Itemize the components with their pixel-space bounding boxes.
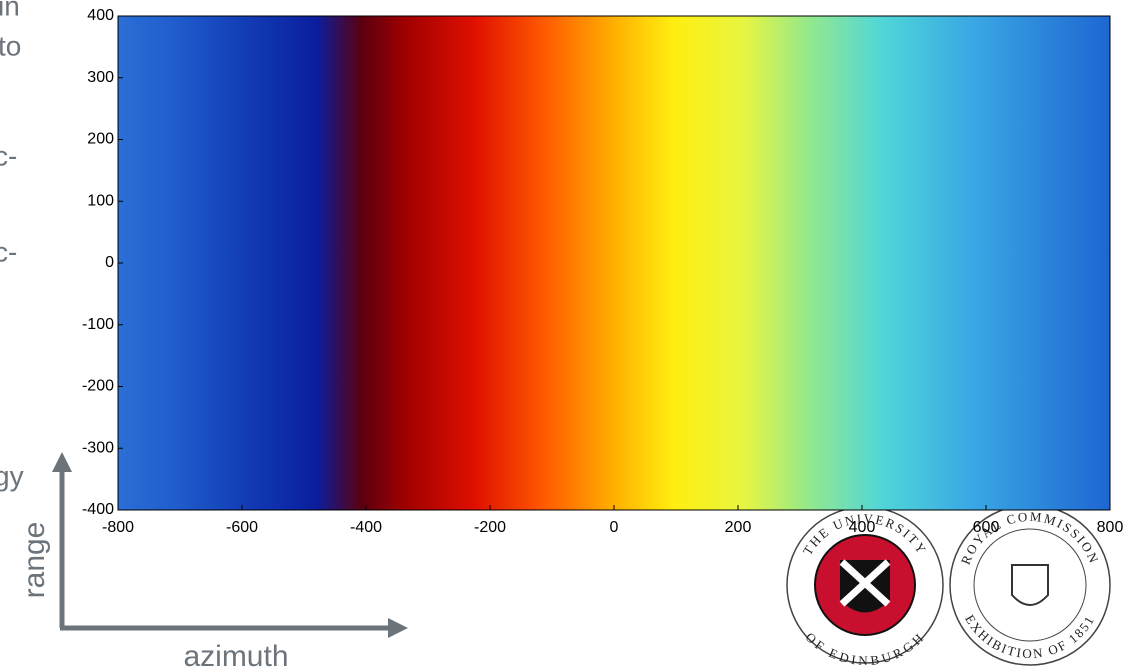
logo-ring xyxy=(973,528,1087,642)
x-tick-label: -800 xyxy=(102,519,134,536)
y-tick-label: -200 xyxy=(82,378,114,395)
x-tick-label: -600 xyxy=(226,519,258,536)
x-tick-label: 0 xyxy=(610,519,619,536)
y-tick-label: 300 xyxy=(87,69,114,86)
heatmap-field xyxy=(118,16,1110,510)
x-tick-label: 400 xyxy=(849,519,876,536)
azimuth-label: azimuth xyxy=(183,640,288,672)
text-fragment: in xyxy=(0,0,20,21)
x-tick-label: 200 xyxy=(725,519,752,536)
text-fragment: to xyxy=(0,30,21,61)
y-tick-label: 200 xyxy=(87,131,114,148)
x-tick-label: -200 xyxy=(474,519,506,536)
y-tick-label: -400 xyxy=(82,501,114,518)
y-tick-label: 0 xyxy=(105,254,114,271)
y-tick-label: -100 xyxy=(82,316,114,333)
range-label: range xyxy=(18,522,51,599)
text-fragment: c- xyxy=(0,236,17,267)
x-tick-label: 600 xyxy=(973,519,1000,536)
text-fragment: gy xyxy=(0,460,24,491)
x-tick-label: 800 xyxy=(1097,519,1124,536)
x-tick-label: -400 xyxy=(350,519,382,536)
y-tick-label: 100 xyxy=(87,192,114,209)
logo-crest xyxy=(1011,564,1049,606)
y-tick-label: 400 xyxy=(87,7,114,24)
logo-saltire xyxy=(839,559,891,607)
y-tick-label: -300 xyxy=(82,439,114,456)
text-fragment: c- xyxy=(0,140,17,171)
